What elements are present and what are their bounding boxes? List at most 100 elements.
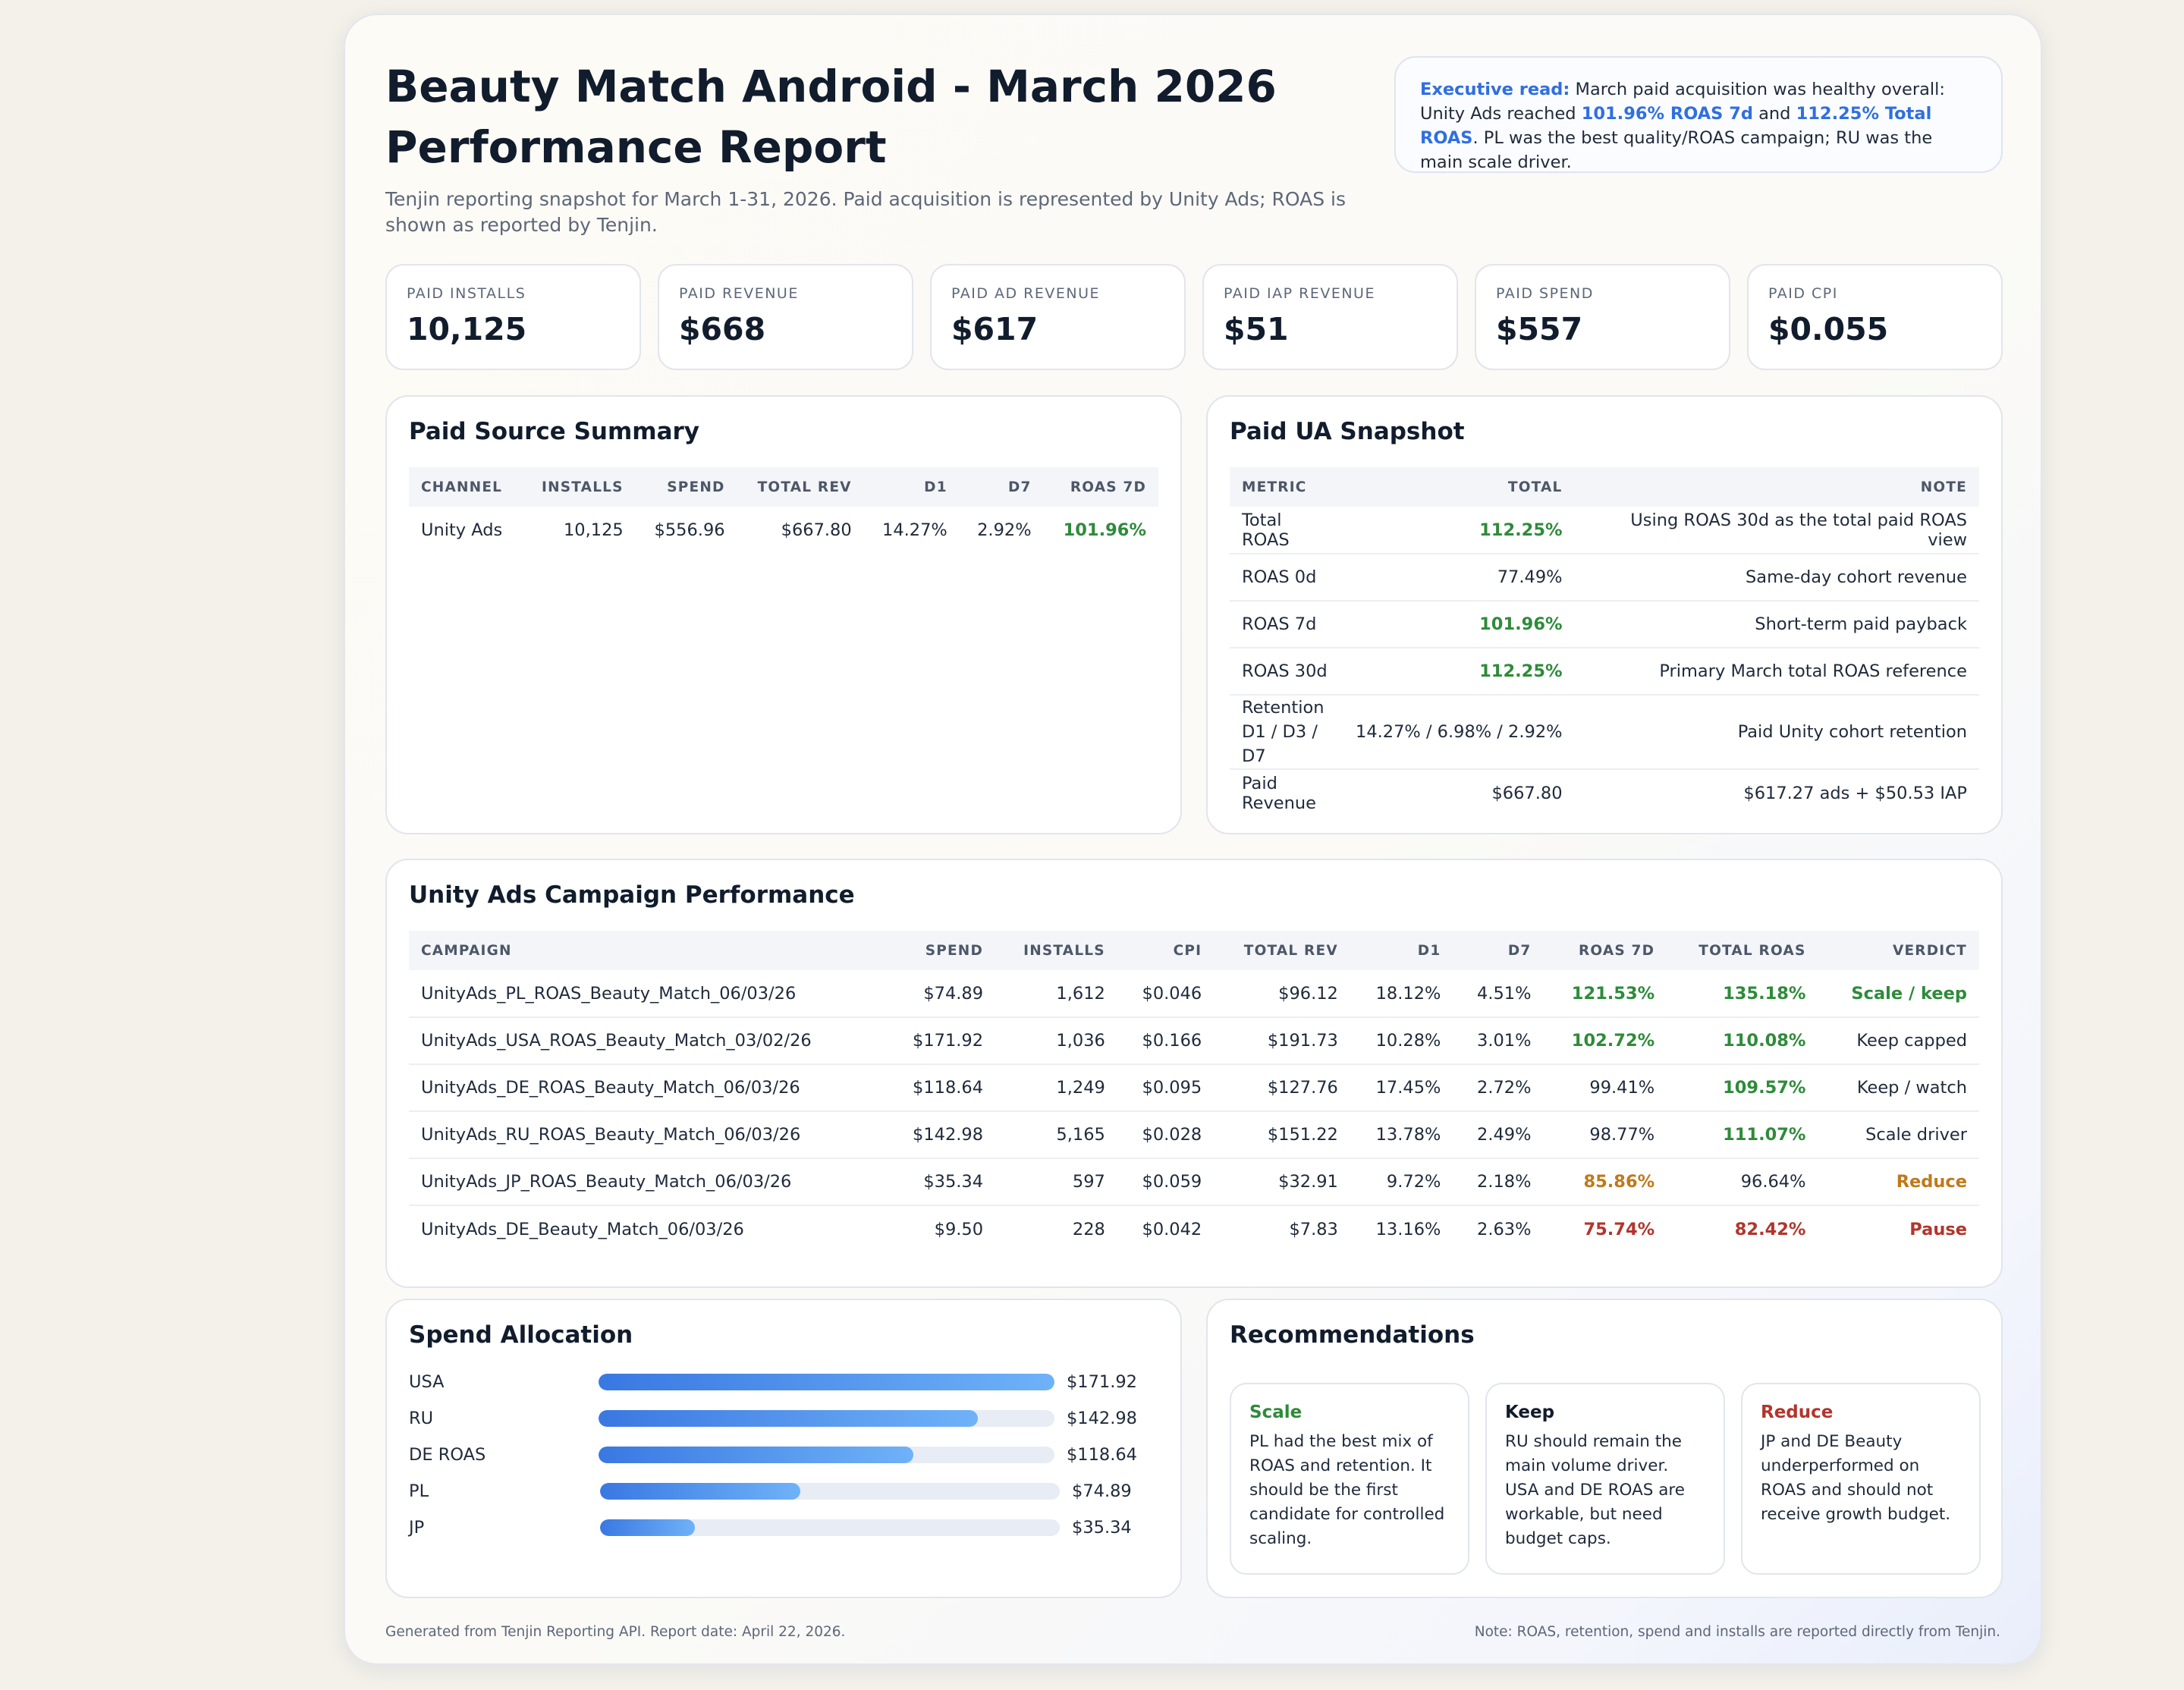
recommendation-text: RU should remain the main volume driver.… (1505, 1432, 1686, 1548)
spend-bar-row: USA $171.92 (409, 1371, 1137, 1393)
bar-label: RU (409, 1409, 434, 1428)
cell-d7: 2.49% (1453, 1111, 1544, 1159)
kpi-card: PAID IAP REVENUE $51 (1202, 264, 1458, 370)
cell-installs: 228 (1072, 1219, 1105, 1239)
executive-text-1: March paid acquisition was healthy overa… (1420, 80, 1946, 124)
col-header: INSTALLS (522, 467, 636, 507)
card-title: Unity Ads Campaign Performance (409, 881, 855, 909)
table-row: Paid Revenue $667.80 $617.27 ads + $50.53 … (1230, 769, 1979, 816)
cell-note: Using ROAS 30d as the total paid ROAS vi… (1574, 507, 1979, 554)
report-header: Beauty Match Android - March 2026 Perfor… (385, 56, 1432, 238)
paid-ua-snapshot-card: Paid UA Snapshot METRIC TOTAL NOTE Total… (1206, 395, 2003, 834)
cell-verdict: Pause (1909, 1219, 1967, 1239)
table-row: UnityAds_USA_ROAS_Beauty_Match_03/02/26 $… (409, 1017, 1979, 1065)
cell-verdict: Keep / watch (1818, 1064, 1979, 1112)
cell-installs: 597 (995, 1158, 1117, 1206)
executive-text-3: . PL was the best quality/ROAS campaign;… (1420, 128, 1933, 172)
card-title: Spend Allocation (409, 1321, 633, 1349)
col-header: D7 (959, 467, 1044, 507)
card-title: Paid Source Summary (409, 418, 700, 445)
executive-highlight-roas7d: 101.96% ROAS 7d (1581, 104, 1753, 124)
cell-spend: $35.34 (886, 1158, 996, 1206)
cell-campaign: UnityAds_DE_ROAS_Beauty_Match_06/03/26 (409, 1064, 887, 1112)
table-row: UnityAds_RU_ROAS_Beauty_Match_06/03/26 $1… (409, 1111, 1979, 1159)
cell-total: 77.49% (1343, 554, 1575, 602)
cell-total: 112.25% (1343, 507, 1575, 554)
cell-total-roas: 82.42% (1734, 1219, 1806, 1239)
bar-fill (600, 1483, 800, 1500)
bar-track (600, 1483, 1060, 1500)
table-row: UnityAds_PL_ROAS_Beauty_Match_06/03/26 $7… (409, 970, 1979, 1018)
bar-track (598, 1447, 1054, 1463)
kpi-row: PAID INSTALLS 10,125 PAID REVENUE $668 PAI… (385, 264, 2003, 370)
kpi-label: PAID AD REVENUE (951, 285, 1101, 302)
campaign-table: CAMPAIGN SPEND INSTALLS CPI TOTAL REV D1… (409, 931, 1979, 1252)
bar-track (598, 1410, 1054, 1427)
bar-label: PL (409, 1481, 429, 1501)
bar-label: JP (409, 1518, 425, 1538)
bar-track (598, 1374, 1054, 1390)
kpi-value: $0.055 (1768, 311, 1889, 347)
bar-value: $142.98 (1066, 1409, 1137, 1428)
col-header: VERDICT (1818, 931, 1979, 970)
recommendation-text: PL had the best mix of ROAS and retentio… (1249, 1432, 1445, 1548)
recommendation-title: Scale (1249, 1403, 1303, 1422)
cell-channel: Unity Ads (421, 520, 503, 540)
col-header: ROAS 7D (1043, 467, 1158, 507)
kpi-label: PAID IAP REVENUE (1224, 285, 1375, 302)
cell-roas7d: 102.72% (1543, 1017, 1667, 1065)
cell-note: $617.27 ads + $50.53 IAP (1743, 783, 1967, 803)
cell-d1: 18.12% (1350, 970, 1453, 1018)
cell-campaign: UnityAds_DE_Beauty_Match_06/03/26 (421, 1219, 744, 1239)
cell-d1: 17.45% (1350, 1064, 1453, 1112)
table-row: ROAS 0d 77.49% Same-day cohort revenue (1230, 554, 1979, 602)
cell-metric: Retention D1 / D3 / D7 (1230, 695, 1343, 770)
cell-roas7d: 98.77% (1543, 1111, 1667, 1159)
table-row: ROAS 30d 112.25% Primary March total ROAS … (1230, 648, 1979, 696)
kpi-label: PAID INSTALLS (407, 285, 526, 302)
cell-cpi: $0.059 (1117, 1158, 1215, 1206)
cell-spend: $9.50 (934, 1219, 984, 1239)
cell-total-rev: $151.22 (1214, 1111, 1350, 1159)
col-header: D1 (863, 467, 960, 507)
executive-summary: Executive read: March paid acquisition w… (1394, 56, 2003, 173)
cell-note: Primary March total ROAS reference (1574, 648, 1979, 696)
source-summary-table: CHANNEL INSTALLS SPEND TOTAL REV D1 D7 R… (409, 467, 1158, 554)
table-row: UnityAds_DE_Beauty_Match_06/03/26 $9.50 22… (409, 1205, 1979, 1252)
cell-cpi: $0.028 (1117, 1111, 1215, 1159)
cell-d1: 13.16% (1375, 1219, 1441, 1239)
cell-installs: 10,125 (563, 520, 624, 540)
kpi-value: $557 (1496, 311, 1583, 347)
card-title: Paid UA Snapshot (1230, 418, 1465, 445)
cell-total-roas: 109.57% (1667, 1064, 1818, 1112)
kpi-value: 10,125 (407, 311, 527, 347)
cell-installs: 1,036 (995, 1017, 1117, 1065)
cell-roas7d: 101.96% (1063, 520, 1146, 540)
cell-total-rev: $7.83 (1289, 1219, 1338, 1239)
executive-text-2: and (1752, 104, 1796, 124)
kpi-label: PAID REVENUE (679, 285, 799, 302)
kpi-value: $668 (679, 311, 766, 347)
cell-spend: $142.98 (886, 1111, 996, 1159)
cell-d7: 2.92% (977, 520, 1032, 540)
recommendation-text: JP and DE Beauty underperformed on ROAS … (1761, 1432, 1951, 1524)
cell-total: $667.80 (1491, 783, 1563, 803)
bar-track (600, 1519, 1060, 1536)
executive-label: Executive read: (1420, 80, 1570, 99)
cell-metric: ROAS 30d (1230, 648, 1343, 696)
col-header: D1 (1350, 931, 1453, 970)
bar-value: $74.89 (1072, 1481, 1132, 1501)
col-header: CPI (1117, 931, 1215, 970)
title-line-1: Beauty Match Android - March 2026 (385, 61, 1277, 112)
cell-roas7d: 121.53% (1543, 970, 1667, 1018)
spend-allocation-card: Spend Allocation USA $171.92 RU $142.98 DE R… (385, 1299, 1182, 1598)
col-header: METRIC (1230, 467, 1343, 507)
bar-fill (598, 1374, 1054, 1390)
title-line-2: Performance Report (385, 121, 887, 173)
cell-roas7d: 85.86% (1543, 1158, 1667, 1206)
cell-total: 14.27% / 6.98% / 2.92% (1343, 695, 1575, 770)
table-row: ROAS 7d 101.96% Short-term paid payback (1230, 601, 1979, 649)
cell-total-roas: 110.08% (1667, 1017, 1818, 1065)
spend-bar-row: PL $74.89 (409, 1480, 1137, 1503)
cell-verdict: Scale driver (1818, 1111, 1979, 1159)
